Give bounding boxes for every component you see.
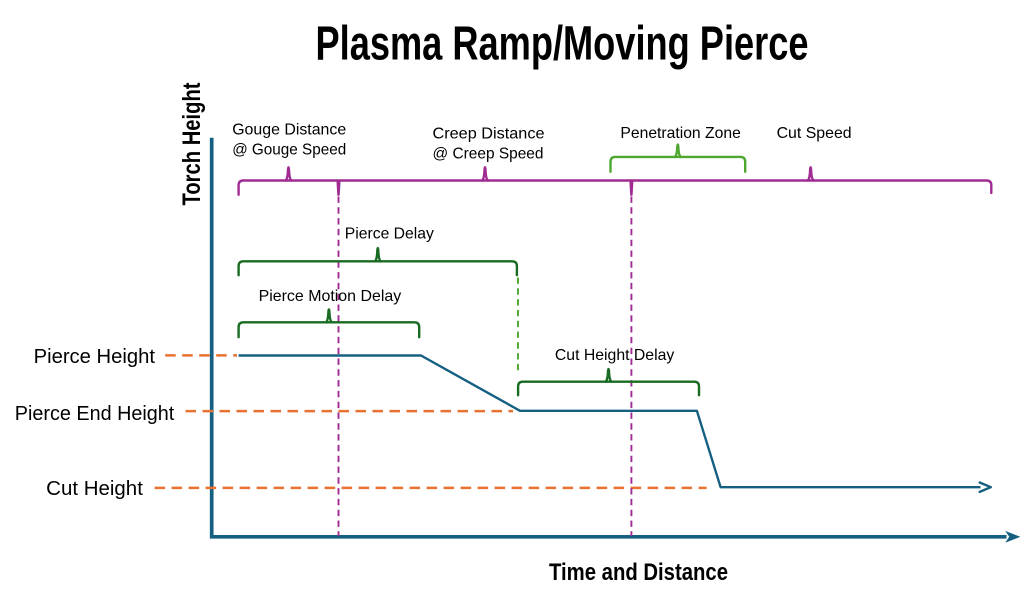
svg-text:Cut Speed: Cut Speed bbox=[777, 125, 852, 142]
svg-text:Pierce End Height: Pierce End Height bbox=[15, 403, 175, 425]
svg-text:Plasma Ramp/Moving Pierce: Plasma Ramp/Moving Pierce bbox=[316, 18, 809, 71]
svg-text:@ Gouge Speed: @ Gouge Speed bbox=[232, 141, 346, 158]
svg-text:Torch Height: Torch Height bbox=[178, 82, 206, 206]
svg-text:Penetration Zone: Penetration Zone bbox=[620, 125, 740, 142]
svg-text:Gouge Distance: Gouge Distance bbox=[232, 121, 346, 138]
svg-text:@ Creep Speed: @ Creep Speed bbox=[433, 146, 544, 163]
svg-text:Creep Distance: Creep Distance bbox=[433, 126, 545, 143]
svg-text:Time and Distance: Time and Distance bbox=[549, 559, 728, 586]
svg-text:Pierce Motion Delay: Pierce Motion Delay bbox=[259, 288, 402, 305]
svg-text:Cut Height Delay: Cut Height Delay bbox=[555, 347, 674, 364]
svg-text:Pierce Height: Pierce Height bbox=[34, 346, 156, 368]
svg-text:Pierce Delay: Pierce Delay bbox=[345, 226, 434, 243]
svg-text:Cut Height: Cut Height bbox=[46, 478, 143, 500]
